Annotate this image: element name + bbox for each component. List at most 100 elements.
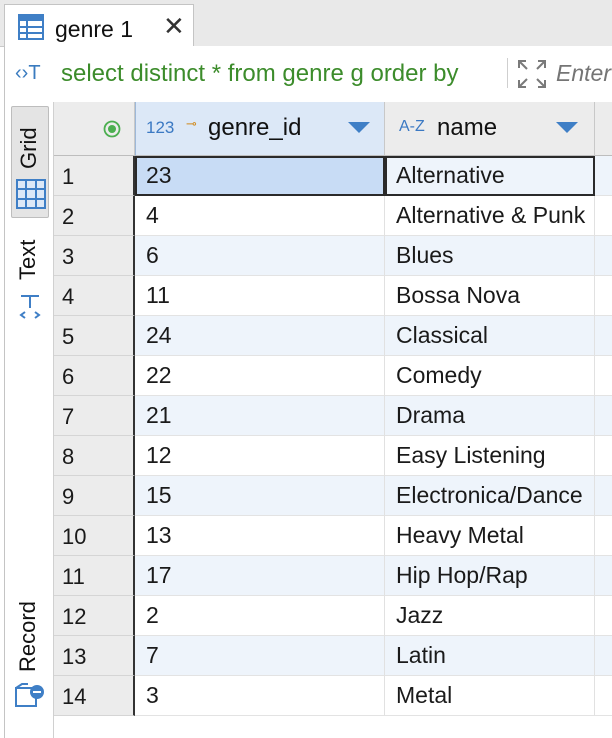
cell-overflow (595, 396, 612, 436)
cell-overflow (595, 636, 612, 676)
cell-name[interactable]: Comedy (385, 356, 595, 396)
row-number[interactable]: 6 (54, 356, 135, 396)
row-number[interactable]: 13 (54, 636, 135, 676)
cell-name[interactable]: Metal (385, 676, 595, 716)
table-row[interactable]: 9 15 Electronica/Dance (54, 476, 612, 516)
select-all-icon[interactable] (103, 120, 121, 143)
row-number[interactable]: 3 (54, 236, 135, 276)
table-row[interactable]: 1 23 Alternative (54, 156, 612, 196)
cell-genre-id[interactable]: 12 (135, 436, 385, 476)
tab-genre-1[interactable]: genre 1 ✕ (4, 4, 194, 46)
close-icon[interactable]: ✕ (163, 11, 185, 41)
cell-overflow (595, 156, 612, 196)
table-row[interactable]: 10 13 Heavy Metal (54, 516, 612, 556)
cell-genre-id[interactable]: 23 (135, 156, 385, 196)
cell-overflow (595, 676, 612, 716)
expand-icon[interactable] (517, 59, 547, 94)
text-type-icon: A-Z (399, 118, 425, 135)
row-number[interactable]: 14 (54, 676, 135, 716)
cell-overflow (595, 236, 612, 276)
sort-dropdown-icon[interactable] (556, 122, 578, 133)
text-view-icon (18, 294, 42, 325)
view-tab-grid-label: Grid (16, 127, 41, 169)
cell-name[interactable]: Easy Listening (385, 436, 595, 476)
row-number-header[interactable] (54, 102, 135, 156)
sql-query-text[interactable]: select distinct * from genre g order by (61, 60, 459, 87)
table-row[interactable]: 4 11 Bossa Nova (54, 276, 612, 316)
cell-overflow (595, 276, 612, 316)
view-tab-text[interactable]: Text (11, 224, 49, 334)
view-tab-text-label: Text (15, 239, 40, 280)
column-header-name[interactable]: A-Z name (385, 102, 595, 156)
cell-name[interactable]: Latin (385, 636, 595, 676)
table-row[interactable]: 3 6 Blues (54, 236, 612, 276)
table-row[interactable]: 2 4 Alternative & Punk (54, 196, 612, 236)
table-grid-icon (18, 14, 44, 45)
grid-view-icon (16, 179, 46, 214)
view-mode-panel: Grid Text Record (4, 102, 54, 738)
table-row[interactable]: 12 2 Jazz (54, 596, 612, 636)
cell-name[interactable]: Drama (385, 396, 595, 436)
filter-input[interactable] (556, 60, 612, 87)
row-number[interactable]: 12 (54, 596, 135, 636)
cell-name[interactable]: Alternative (385, 156, 595, 196)
cell-name[interactable]: Bossa Nova (385, 276, 595, 316)
cell-genre-id[interactable]: 13 (135, 516, 385, 556)
cell-name[interactable]: Electronica/Dance (385, 476, 595, 516)
table-row[interactable]: 7 21 Drama (54, 396, 612, 436)
column-header-genre-id[interactable]: 123 ⊸ genre_id (135, 102, 385, 156)
row-number[interactable]: 2 (54, 196, 135, 236)
numeric-type-icon: 123 (146, 118, 175, 137)
cell-overflow (595, 356, 612, 396)
cell-genre-id[interactable]: 15 (135, 476, 385, 516)
table-row[interactable]: 8 12 Easy Listening (54, 436, 612, 476)
cell-name[interactable]: Classical (385, 316, 595, 356)
view-tab-grid[interactable]: Grid (11, 106, 49, 218)
cell-name[interactable]: Heavy Metal (385, 516, 595, 556)
table-row[interactable]: 11 17 Hip Hop/Rap (54, 556, 612, 596)
column-header-overflow (595, 102, 612, 156)
cell-overflow (595, 556, 612, 596)
cell-genre-id[interactable]: 7 (135, 636, 385, 676)
column-label: genre_id (208, 114, 302, 141)
cell-genre-id[interactable]: 3 (135, 676, 385, 716)
row-number[interactable]: 11 (54, 556, 135, 596)
cell-genre-id[interactable]: 6 (135, 236, 385, 276)
cell-name[interactable]: Jazz (385, 596, 595, 636)
row-number[interactable]: 9 (54, 476, 135, 516)
row-number[interactable]: 8 (54, 436, 135, 476)
key-icon: ⊸ (186, 116, 197, 131)
row-number[interactable]: 4 (54, 276, 135, 316)
row-number[interactable]: 7 (54, 396, 135, 436)
sort-dropdown-icon[interactable] (348, 122, 370, 133)
cell-overflow (595, 596, 612, 636)
cell-genre-id[interactable]: 17 (135, 556, 385, 596)
table-row[interactable]: 5 24 Classical (54, 316, 612, 356)
cell-genre-id[interactable]: 2 (135, 596, 385, 636)
column-label: name (437, 114, 498, 141)
cell-genre-id[interactable]: 22 (135, 356, 385, 396)
results-grid: 123 ⊸ genre_id A-Z name 1 23 Alternative 2 4… (54, 102, 612, 738)
cell-name[interactable]: Hip Hop/Rap (385, 556, 595, 596)
cell-overflow (595, 436, 612, 476)
cell-name[interactable]: Alternative & Punk (385, 196, 595, 236)
toolbar-divider (507, 58, 508, 88)
row-number[interactable]: 10 (54, 516, 135, 556)
cell-genre-id[interactable]: 11 (135, 276, 385, 316)
sql-query-bar: ‹›T select distinct * from genre g order… (4, 46, 612, 102)
tab-title: genre 1 (55, 16, 134, 42)
table-row[interactable]: 13 7 Latin (54, 636, 612, 676)
record-view-icon (14, 682, 46, 713)
cell-overflow (595, 516, 612, 556)
table-row[interactable]: 6 22 Comedy (54, 356, 612, 396)
row-number[interactable]: 5 (54, 316, 135, 356)
view-tab-record[interactable]: Record (11, 580, 49, 710)
cell-genre-id[interactable]: 21 (135, 396, 385, 436)
cell-name[interactable]: Blues (385, 236, 595, 276)
cell-genre-id[interactable]: 24 (135, 316, 385, 356)
editor-tab-strip: genre 1 ✕ (0, 0, 612, 47)
table-row[interactable]: 14 3 Metal (54, 676, 612, 716)
cell-overflow (595, 196, 612, 236)
cell-genre-id[interactable]: 4 (135, 196, 385, 236)
row-number[interactable]: 1 (54, 156, 135, 196)
